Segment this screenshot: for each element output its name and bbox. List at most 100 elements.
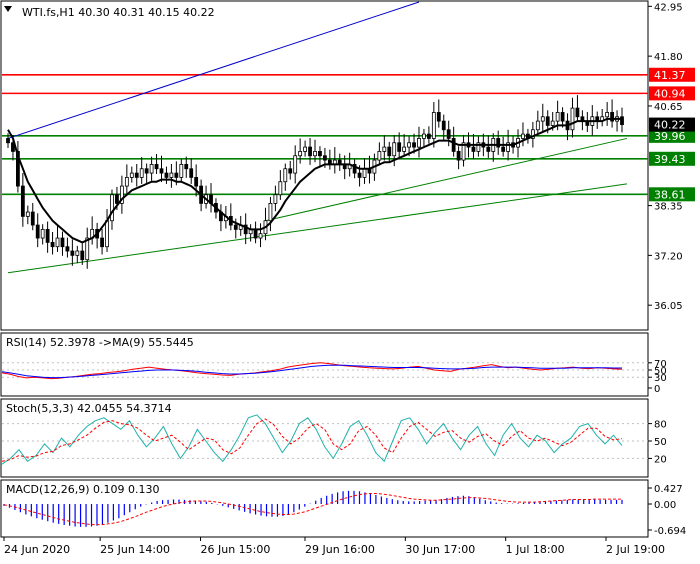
time-tick-label: 29 Jun 16:00 xyxy=(305,543,375,556)
candle xyxy=(278,170,283,200)
candle xyxy=(50,231,55,255)
trendline-3[interactable] xyxy=(265,137,628,222)
candle xyxy=(25,205,30,225)
time-tick-label: 24 Jun 2020 xyxy=(4,543,70,556)
candle xyxy=(570,97,575,138)
candle xyxy=(129,166,134,183)
price-tick-label: 36.05 xyxy=(654,301,683,312)
candle xyxy=(70,239,75,266)
support-level-label: 39.43 xyxy=(654,153,686,166)
candle xyxy=(293,145,298,184)
candle xyxy=(169,163,174,188)
candle xyxy=(605,102,610,126)
macd-tick-label: 0.427 xyxy=(654,484,683,495)
time-tick-label: 25 Jun 14:00 xyxy=(100,543,170,556)
candle xyxy=(303,140,307,157)
trendlines[interactable] xyxy=(7,1,628,274)
rsi-tick-label: 30 xyxy=(654,373,667,384)
rsi-header: RSI(14) 52.3978 ->MA(9) 55.5445 xyxy=(6,336,194,349)
candle xyxy=(154,154,159,174)
candle xyxy=(377,142,382,166)
support-level-label: 39.96 xyxy=(654,130,686,143)
trendline-2[interactable] xyxy=(7,183,628,274)
candle xyxy=(446,120,451,147)
stoch-pane-frame xyxy=(0,398,649,478)
candle xyxy=(496,130,501,155)
candle xyxy=(80,243,85,265)
price-tick-label: 41.80 xyxy=(654,52,683,63)
trendline-1[interactable] xyxy=(7,1,420,139)
macd-pane[interactable]: 0.427 0.00 -0.694 MACD(12,26,9) 0.109 0.13… xyxy=(0,479,686,538)
candle xyxy=(40,224,45,245)
stoch-axis: 80 50 20 xyxy=(648,420,667,465)
stoch-tick-label: 80 xyxy=(654,420,667,431)
candle xyxy=(164,166,169,184)
chart-header: WTI.fs,H1 40.30 40.31 40.15 40.22 xyxy=(22,6,215,19)
candle xyxy=(124,164,129,194)
candle xyxy=(402,134,407,157)
candle xyxy=(273,185,278,212)
candle xyxy=(189,158,194,184)
macd-header: MACD(12,26,9) 0.109 0.130 xyxy=(6,483,160,496)
price-pane[interactable]: 42.95 41.80 40.65 38.35 37.20 36.05 41.37 40.9… xyxy=(0,0,695,331)
price-axis: 42.95 41.80 40.65 38.35 37.20 36.05 xyxy=(648,2,683,312)
rsi-series-line xyxy=(1,364,622,379)
candle xyxy=(75,245,80,264)
stoch-series-line xyxy=(1,414,623,465)
price-tick-label: 37.20 xyxy=(654,251,683,262)
candle xyxy=(85,227,90,269)
candle xyxy=(560,107,565,128)
candle xyxy=(456,146,461,170)
candle xyxy=(530,121,535,148)
current-price-label-bg xyxy=(649,117,695,132)
resistance-level-label: 41.37 xyxy=(654,69,686,82)
candle xyxy=(20,173,25,227)
candle xyxy=(55,225,60,252)
support-level-label: 38.61 xyxy=(654,188,686,201)
support-level-label-bg xyxy=(649,151,695,166)
resistance-level-label-bg xyxy=(649,86,695,101)
candle xyxy=(119,175,124,214)
candle xyxy=(620,107,624,133)
candle xyxy=(397,132,402,160)
candle xyxy=(501,136,506,157)
candle xyxy=(441,114,446,141)
price-levels xyxy=(2,73,648,196)
candle xyxy=(610,99,614,128)
candle xyxy=(575,95,580,122)
candle xyxy=(243,213,248,245)
stoch-tick-label: 50 xyxy=(654,437,667,448)
candle xyxy=(184,156,189,178)
candle xyxy=(100,228,104,255)
time-tick-label: 2 Jul 19:00 xyxy=(606,543,665,556)
rsi-tick-label: 0 xyxy=(654,384,660,395)
candle xyxy=(110,189,114,230)
rsi-pane-frame xyxy=(0,332,649,397)
macd-pane-frame xyxy=(0,479,649,538)
moving-average-line xyxy=(7,117,622,244)
rsi-tick-label: 70 xyxy=(654,359,667,370)
resistance-level-label: 40.94 xyxy=(654,87,686,100)
stoch-lines xyxy=(1,414,623,465)
candle xyxy=(149,156,154,181)
stoch-header: Stoch(5,3,3) 42.0455 54.3714 xyxy=(6,402,172,415)
candle xyxy=(298,138,303,164)
candle xyxy=(288,160,293,180)
dropdown-triangle-icon[interactable] xyxy=(4,6,12,12)
time-tick-label: 1 Jul 18:00 xyxy=(506,543,565,556)
price-tick-label: 42.95 xyxy=(654,2,683,13)
candle xyxy=(16,141,20,193)
candle xyxy=(308,137,312,165)
rsi-lines xyxy=(1,362,623,380)
candle xyxy=(476,136,481,157)
candle xyxy=(139,157,144,184)
candle xyxy=(283,163,288,191)
time-tick-label: 30 Jun 17:00 xyxy=(405,543,475,556)
candle xyxy=(318,146,322,167)
candle xyxy=(6,133,10,148)
candle xyxy=(412,133,416,154)
stoch-pane[interactable]: 80 50 20 Stoch(5,3,3) 42.0455 54.3714 xyxy=(0,398,667,478)
candle xyxy=(30,202,35,231)
